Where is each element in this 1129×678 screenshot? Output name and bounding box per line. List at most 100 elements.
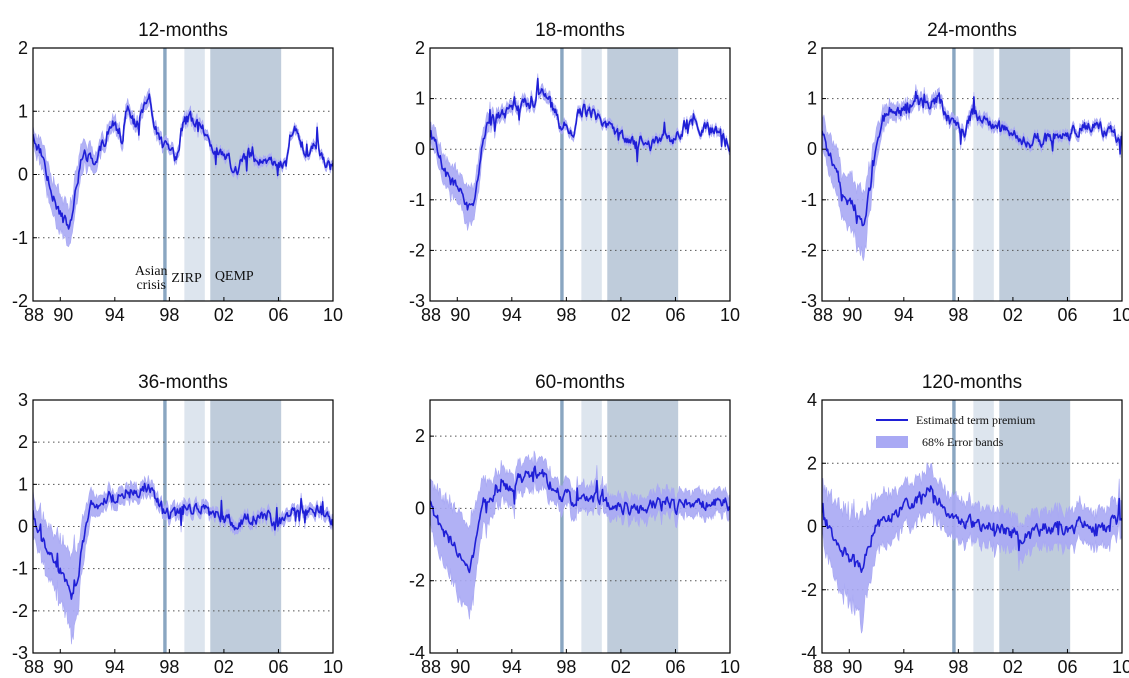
shaded-period-asian-crisis — [163, 48, 167, 301]
y-tick-label: -2 — [12, 601, 28, 621]
label-crisis: crisis — [136, 278, 166, 293]
label-qemp: QEMP — [215, 269, 254, 284]
x-tick-label: 94 — [502, 305, 522, 325]
y-tick-label: 0 — [807, 517, 817, 537]
panel-title: 24-months — [927, 20, 1017, 41]
axes-frame — [429, 399, 731, 654]
x-tick-label: 90 — [53, 657, 73, 677]
y-tick-label: -1 — [12, 228, 28, 248]
shaded-period-qemp — [210, 48, 282, 301]
legend-band-swatch — [876, 436, 908, 448]
x-tick-label: 98 — [159, 305, 179, 325]
y-tick-label: -1 — [801, 190, 817, 210]
shaded-period-zirp — [973, 48, 994, 301]
shaded-period-qemp — [607, 48, 679, 301]
y-tick-label: -3 — [801, 291, 817, 311]
panel-title: 60-months — [535, 372, 625, 393]
x-tick-label: 90 — [450, 657, 470, 677]
y-tick-label: -1 — [409, 190, 425, 210]
y-tick-label: 0 — [807, 139, 817, 159]
panel-title: 120-months — [922, 372, 1022, 393]
x-tick-label: 98 — [159, 657, 179, 677]
panel-title: 12-months — [138, 20, 228, 41]
error-band — [822, 84, 1122, 261]
shaded-period-qemp — [210, 400, 282, 653]
panel-18-months: -3 -2 -1 0 1 2 88 90 94 98 02 06 10 18-months — [409, 20, 740, 325]
error-band — [33, 87, 333, 248]
y-tick-label: -4 — [801, 643, 817, 663]
y-tick-label: 3 — [18, 390, 28, 410]
x-tick-label: 90 — [450, 305, 470, 325]
y-tick-label: 0 — [18, 165, 28, 185]
x-tick-label: 06 — [1057, 657, 1077, 677]
y-tick-label: -3 — [409, 291, 425, 311]
x-tick-label: 02 — [611, 305, 631, 325]
panel-title: 36-months — [138, 372, 228, 393]
legend-band-label: 68% Error bands — [922, 435, 1004, 449]
x-tick-label: 88 — [813, 657, 833, 677]
error-band — [33, 475, 333, 645]
x-tick-label: 98 — [556, 305, 576, 325]
y-tick-label: 1 — [415, 89, 425, 109]
y-tick-label: 2 — [415, 38, 425, 58]
x-tick-label: 98 — [948, 657, 968, 677]
shaded-period-asian-crisis — [952, 48, 956, 301]
x-tick-label: 88 — [421, 657, 441, 677]
x-tick-label: 98 — [948, 305, 968, 325]
x-tick-label: 06 — [665, 657, 685, 677]
label-zirp: ZIRP — [171, 271, 202, 286]
y-tick-label: -4 — [409, 643, 425, 663]
shaded-period-zirp — [184, 48, 205, 301]
y-tick-label: 2 — [807, 453, 817, 473]
error-band — [430, 450, 730, 620]
y-tick-label: 2 — [415, 426, 425, 446]
x-tick-label: 88 — [813, 305, 833, 325]
shaded-period-qemp — [999, 48, 1071, 301]
x-tick-label: 02 — [214, 305, 234, 325]
y-tick-label: 2 — [18, 432, 28, 452]
legend-line-label: Estimated term premium — [916, 413, 1036, 427]
estimate-line — [822, 90, 1122, 227]
x-tick-label: 02 — [611, 657, 631, 677]
x-tick-label: 02 — [1003, 657, 1023, 677]
x-tick-label: 94 — [105, 657, 125, 677]
x-tick-label: 94 — [894, 657, 914, 677]
y-tick-label: -1 — [12, 559, 28, 579]
axes-frame — [429, 47, 731, 302]
estimate-line — [822, 485, 1122, 574]
estimate-line — [33, 482, 333, 600]
x-tick-label: 98 — [556, 657, 576, 677]
y-tick-label: -2 — [801, 580, 817, 600]
estimate-line — [33, 93, 333, 230]
y-tick-label: -2 — [409, 240, 425, 260]
shaded-period-asian-crisis — [560, 400, 564, 653]
x-tick-label: 90 — [842, 657, 862, 677]
y-tick-label: 0 — [18, 517, 28, 537]
y-tick-label: 2 — [18, 38, 28, 58]
x-tick-label: 06 — [268, 305, 288, 325]
shaded-period-zirp — [184, 400, 205, 653]
x-tick-label: 06 — [665, 305, 685, 325]
y-tick-label: -3 — [12, 643, 28, 663]
label-asian: Asian — [135, 264, 168, 279]
x-tick-label: 06 — [268, 657, 288, 677]
x-tick-label: 02 — [1003, 305, 1023, 325]
x-tick-label: 90 — [53, 305, 73, 325]
shaded-period-asian-crisis — [560, 48, 564, 301]
y-tick-label: 1 — [18, 101, 28, 121]
x-tick-label: 94 — [894, 305, 914, 325]
x-tick-label: 02 — [214, 657, 234, 677]
x-tick-label: 88 — [24, 305, 44, 325]
y-tick-label: 0 — [415, 139, 425, 159]
y-tick-label: -2 — [12, 291, 28, 311]
y-tick-label: -2 — [801, 240, 817, 260]
x-tick-label: 06 — [1057, 305, 1077, 325]
x-tick-label: 10 — [720, 657, 740, 677]
x-tick-label: 10 — [323, 657, 343, 677]
estimate-line — [430, 77, 730, 211]
y-tick-label: 1 — [18, 474, 28, 494]
x-tick-label: 88 — [421, 305, 441, 325]
panel-36-months: -3 -2 -1 0 1 2 3 88 90 94 98 02 06 10 36-months — [12, 372, 343, 677]
